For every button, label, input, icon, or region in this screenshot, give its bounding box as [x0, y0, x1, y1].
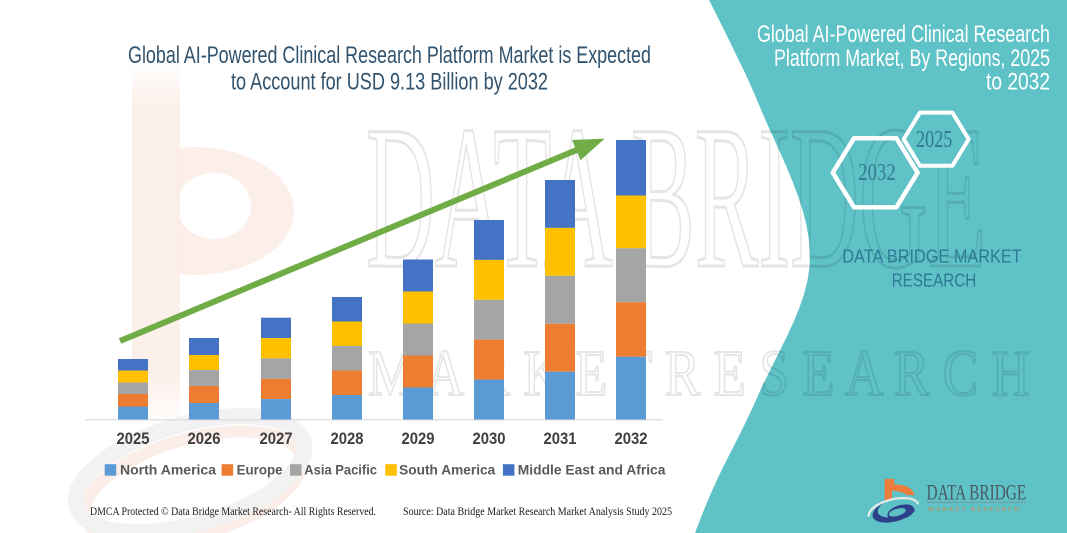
svg-text:DATA BRIDGE: DATA BRIDGE	[927, 480, 1027, 505]
svg-text:Global AI-Powered Clinical Res: Global AI-Powered Clinical Research Plat…	[128, 42, 651, 69]
svg-text:MARKET RESEARCH: MARKET RESEARCH	[928, 506, 1019, 513]
svg-text:Platform Market, By Regions, 2: Platform Market, By Regions, 2025	[774, 45, 1050, 72]
svg-text:2027: 2027	[260, 429, 293, 448]
svg-text:RESEARCH: RESEARCH	[892, 269, 977, 290]
svg-text:Europe: Europe	[237, 462, 283, 478]
svg-text:to 2032: to 2032	[986, 69, 1050, 96]
svg-text:Global AI-Powered Clinical Res: Global AI-Powered Clinical Research	[757, 21, 1050, 48]
svg-text:North America: North America	[120, 462, 216, 478]
svg-text:M A R K E T R E S E A R C H: M A R K E T R E S E A R C H	[368, 337, 1030, 410]
svg-text:Middle East and Africa: Middle East and Africa	[518, 462, 666, 478]
svg-text:2030: 2030	[473, 429, 506, 448]
svg-text:Asia Pacific: Asia Pacific	[304, 462, 377, 478]
svg-text:Source: Data Bridge Market Res: Source: Data Bridge Market Research Mark…	[403, 504, 672, 518]
svg-text:to Account for USD 9.13 Billio: to Account for USD 9.13 Billion by 2032	[231, 69, 548, 96]
svg-text:2031: 2031	[544, 429, 577, 448]
svg-text:2032: 2032	[615, 429, 648, 448]
svg-text:DMCA Protected © Data Bridge M: DMCA Protected © Data Bridge Market Rese…	[90, 504, 376, 518]
svg-text:2026: 2026	[188, 429, 221, 448]
svg-text:2025: 2025	[916, 127, 952, 153]
svg-text:2032: 2032	[858, 160, 895, 186]
svg-text:2029: 2029	[402, 429, 435, 448]
svg-text:2028: 2028	[331, 429, 364, 448]
svg-text:South America: South America	[399, 462, 495, 478]
svg-text:DATA BRIDGE MARKET: DATA BRIDGE MARKET	[842, 246, 1021, 267]
svg-text:2025: 2025	[117, 429, 150, 448]
